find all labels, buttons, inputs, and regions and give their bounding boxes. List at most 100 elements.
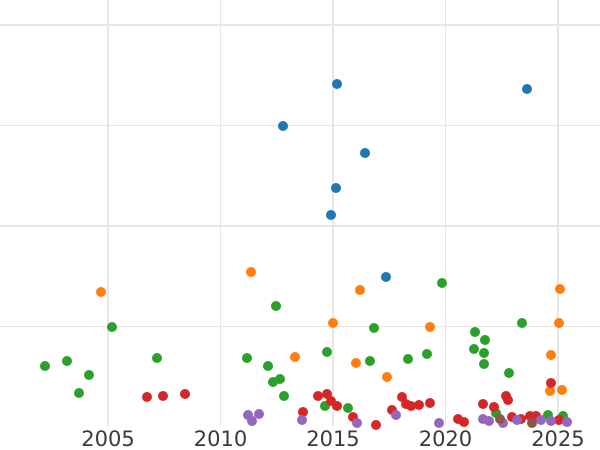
data-point-series-purple (484, 415, 495, 426)
x-tick-label-2015: 2015 (306, 427, 360, 450)
data-point-series-purple (390, 409, 401, 420)
data-point-series-purple (478, 413, 488, 424)
data-point-series-green (107, 321, 118, 332)
data-point-series-orange (354, 285, 365, 296)
data-point-series-blue (278, 120, 289, 131)
data-point-series-green (275, 373, 286, 384)
data-point-series-green (491, 407, 502, 418)
data-point-series-orange (327, 317, 338, 328)
data-point-series-green (365, 355, 376, 366)
data-point-series-blue (381, 272, 392, 283)
data-point-series-orange (553, 317, 564, 328)
gridline-y-1 (0, 325, 600, 328)
data-point-series-red (488, 401, 499, 412)
gridline-x-2005 (107, 0, 109, 426)
data-point-series-red (405, 400, 416, 411)
plot-area (0, 0, 600, 430)
data-point-series-purple (247, 415, 258, 426)
data-point-series-orange (350, 357, 361, 368)
data-point-series-red (545, 377, 556, 388)
data-point-series-red (478, 398, 489, 409)
data-point-series-green (469, 343, 480, 354)
data-point-series-green (39, 360, 50, 371)
data-point-series-green (558, 410, 569, 421)
data-point-series-green (368, 322, 379, 333)
data-point-series-green (241, 352, 252, 363)
data-point-series-red (298, 406, 309, 417)
gridline-y-2 (0, 225, 600, 227)
data-point-series-blue (331, 79, 342, 90)
data-point-series-green (84, 369, 95, 380)
data-point-series-purple (296, 414, 307, 425)
gridline-x-2020 (444, 0, 447, 426)
data-point-series-green (62, 355, 73, 366)
data-point-series-green (516, 317, 527, 328)
data-point-series-blue (331, 182, 342, 193)
x-tick-label-2020: 2020 (418, 427, 473, 450)
data-point-series-purple (433, 417, 444, 428)
data-point-series-red (347, 411, 358, 422)
data-point-series-red (453, 413, 464, 424)
data-point-series-green (270, 301, 281, 312)
data-point-series-red (325, 395, 336, 406)
data-point-series-green (478, 347, 489, 358)
data-point-series-blue (360, 147, 371, 158)
data-point-series-brown (495, 413, 506, 424)
data-point-series-orange (246, 267, 257, 278)
data-point-series-purple (511, 414, 522, 425)
data-point-series-red (503, 394, 514, 405)
data-point-series-red (322, 388, 333, 399)
data-point-series-red (525, 410, 536, 421)
data-point-series-green (320, 400, 331, 411)
data-point-series-orange (557, 384, 568, 395)
data-point-series-red (554, 414, 565, 425)
data-point-series-green (504, 367, 515, 378)
data-point-series-red (414, 399, 425, 410)
data-point-series-green (479, 334, 490, 345)
data-point-series-red (458, 416, 469, 427)
data-point-series-red (180, 388, 191, 399)
data-point-series-red (331, 400, 342, 411)
data-point-series-orange (96, 287, 106, 298)
data-point-series-orange (381, 371, 392, 382)
x-tick-label-2010: 2010 (193, 427, 248, 450)
data-point-series-green (73, 387, 84, 398)
data-point-series-green (263, 360, 274, 371)
gridline-x-2010 (219, 0, 222, 426)
data-point-series-red (387, 404, 398, 415)
gridline-x-2025 (557, 0, 559, 426)
data-point-series-green (342, 402, 353, 413)
data-point-series-orange (555, 284, 566, 295)
gridline-y-4 (0, 24, 600, 26)
data-point-series-green (321, 346, 332, 357)
data-point-series-green (267, 376, 278, 387)
data-point-series-red (370, 419, 381, 430)
data-point-series-green (152, 352, 163, 363)
data-point-series-red (530, 410, 541, 421)
data-point-series-red (157, 390, 168, 401)
data-point-series-green (402, 353, 413, 364)
data-point-series-green (543, 409, 554, 420)
data-point-series-green (279, 390, 290, 401)
x-tick-label-2025: 2025 (531, 427, 585, 450)
data-point-series-green (421, 348, 432, 359)
data-point-series-purple (243, 409, 254, 420)
data-point-series-purple (253, 408, 264, 419)
data-point-series-purple (545, 415, 556, 426)
x-tick-label-2005: 2005 (81, 427, 135, 450)
data-point-series-blue (325, 210, 336, 220)
data-point-series-purple (561, 416, 572, 427)
data-point-series-blue (521, 84, 532, 95)
data-point-series-purple (352, 417, 363, 428)
data-point-series-orange (544, 385, 555, 396)
data-point-series-red (141, 391, 152, 402)
data-point-series-green (478, 358, 489, 369)
data-point-series-red (424, 397, 435, 408)
data-point-series-orange (424, 321, 435, 332)
data-point-series-orange (289, 351, 300, 362)
data-point-series-purple (535, 414, 546, 425)
data-point-series-red (397, 391, 408, 402)
data-point-series-green (469, 326, 480, 337)
gridline-y-3 (0, 124, 600, 127)
